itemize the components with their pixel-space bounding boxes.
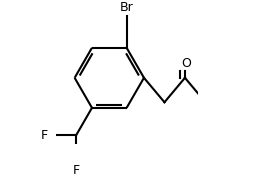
Text: Br: Br (120, 1, 134, 14)
Text: F: F (40, 129, 47, 142)
Text: O: O (181, 57, 191, 70)
Text: F: F (72, 164, 80, 177)
